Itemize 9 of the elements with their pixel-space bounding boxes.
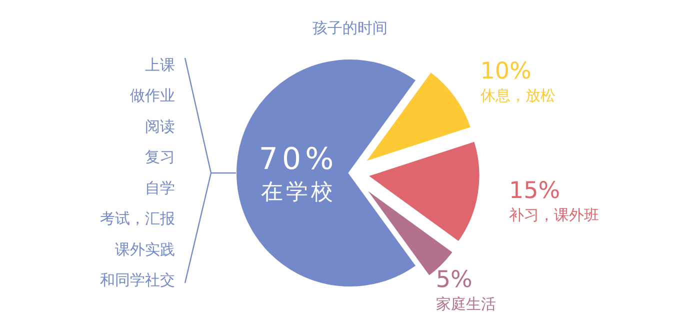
title: 孩子的时间 bbox=[312, 19, 388, 37]
annotation: 和同学社交 bbox=[100, 271, 175, 289]
annotation: 做作业 bbox=[130, 86, 175, 105]
annotation: 考试，汇报 bbox=[100, 210, 175, 228]
annotation: 复习 bbox=[145, 148, 175, 166]
annotation: 阅读 bbox=[145, 117, 175, 136]
annotation: 上课 bbox=[145, 56, 175, 74]
annotation: 课外实践 bbox=[115, 240, 175, 258]
annotation: 自学 bbox=[145, 178, 175, 197]
